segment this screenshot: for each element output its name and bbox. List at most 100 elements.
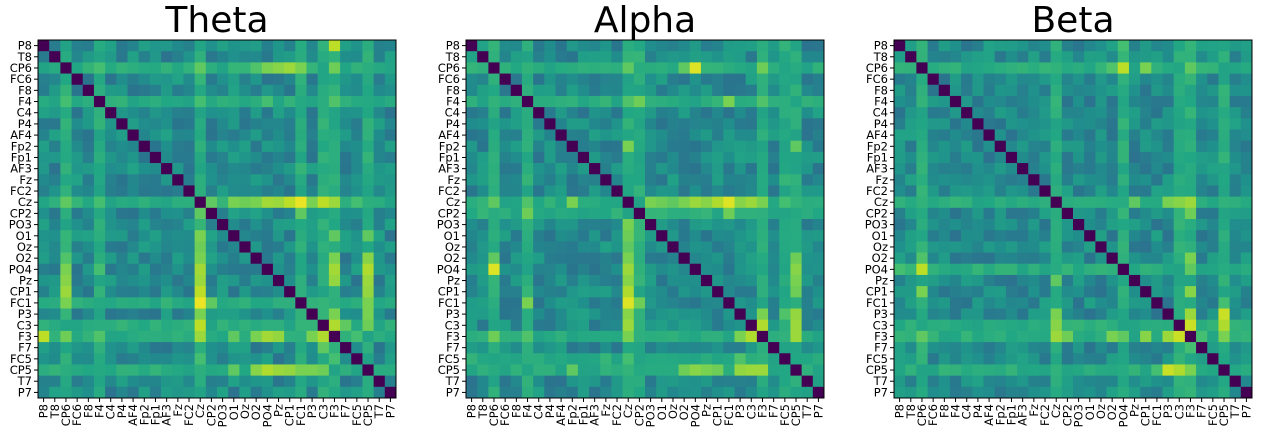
heatmap-cell xyxy=(916,95,928,108)
heatmap-cell xyxy=(217,118,229,130)
heatmap-cell xyxy=(611,375,623,388)
heatmap-cell xyxy=(272,375,285,388)
heatmap-cell xyxy=(622,163,635,175)
heatmap-cell xyxy=(555,51,568,63)
heatmap-cell xyxy=(645,342,657,354)
heatmap-cell xyxy=(295,230,307,242)
heatmap-cell xyxy=(1140,196,1152,209)
heatmap-cell xyxy=(105,51,117,63)
heatmap-cell xyxy=(972,62,984,74)
heatmap-cell xyxy=(1162,353,1175,365)
heatmap-cell xyxy=(712,230,724,242)
heatmap-cell xyxy=(633,241,646,253)
heatmap-cell xyxy=(812,107,825,119)
heatmap-cell xyxy=(93,140,106,153)
heatmap-cell xyxy=(667,330,679,343)
heatmap-cell xyxy=(1196,319,1208,332)
heatmap-cell xyxy=(521,129,534,142)
heatmap-cell xyxy=(1184,163,1197,175)
heatmap-cell xyxy=(373,118,386,130)
heatmap-cell xyxy=(239,353,251,365)
heatmap-cell xyxy=(812,140,825,153)
heatmap-cell xyxy=(949,263,962,276)
heatmap-cell xyxy=(1229,386,1242,399)
heatmap-cell xyxy=(60,286,72,298)
heatmap-cell xyxy=(1039,386,1051,399)
heatmap-cell xyxy=(373,40,386,52)
heatmap-cell xyxy=(60,386,72,399)
heatmap-cell xyxy=(667,73,679,86)
heatmap-cell xyxy=(938,252,951,265)
heatmap-cell xyxy=(812,297,825,309)
heatmap-cell xyxy=(328,219,341,231)
heatmap-cell xyxy=(1005,353,1018,365)
heatmap-cell xyxy=(1073,364,1085,376)
heatmap-cell xyxy=(700,364,713,376)
heatmap-cell xyxy=(645,51,657,63)
heatmap-cell xyxy=(373,62,386,74)
heatmap-cell xyxy=(272,174,285,186)
heatmap-cell xyxy=(105,163,117,175)
heatmap-cell xyxy=(790,51,802,63)
heatmap-cell xyxy=(1173,107,1186,119)
heatmap-cell xyxy=(1028,51,1040,63)
heatmap-cell xyxy=(577,185,590,197)
heatmap-cell xyxy=(373,241,386,253)
heatmap-cell xyxy=(362,73,374,86)
heatmap-cell xyxy=(194,274,207,287)
heatmap-cell xyxy=(577,140,590,153)
heatmap-cell xyxy=(510,73,523,86)
heatmap-cell xyxy=(261,95,274,108)
heatmap-cell xyxy=(633,364,646,376)
heatmap-cell xyxy=(510,207,523,220)
heatmap-cell xyxy=(994,364,1007,376)
heatmap-cell xyxy=(756,51,769,63)
heatmap-cell xyxy=(1117,241,1130,253)
heatmap-cell xyxy=(295,62,307,74)
heatmap-cell xyxy=(1128,219,1141,231)
heatmap-cell xyxy=(172,297,184,309)
heatmap-cell xyxy=(149,196,162,209)
heatmap-cell xyxy=(938,297,951,309)
heatmap-cell xyxy=(138,163,151,175)
x-tick-label: O2 xyxy=(677,404,691,420)
heatmap-cell xyxy=(488,308,500,321)
heatmap-cell xyxy=(678,319,691,332)
heatmap-cell xyxy=(577,353,590,365)
heatmap-cell xyxy=(38,185,50,197)
heatmap-cell xyxy=(589,219,601,231)
heatmap-cell xyxy=(183,286,195,298)
heatmap-cell xyxy=(60,241,72,253)
heatmap-cell xyxy=(983,185,996,197)
heatmap-cell xyxy=(1207,364,1219,376)
heatmap-cell xyxy=(544,40,556,52)
heatmap-cell xyxy=(712,118,724,130)
heatmap-cell xyxy=(656,319,668,332)
heatmap-cell xyxy=(82,319,95,332)
heatmap-cell xyxy=(205,107,218,119)
heatmap-cell xyxy=(983,62,996,74)
heatmap-cell xyxy=(328,51,341,63)
heatmap-cell xyxy=(1117,274,1130,287)
heatmap-cell xyxy=(577,62,590,74)
heatmap-cell xyxy=(756,297,769,309)
heatmap-cell xyxy=(768,386,780,399)
heatmap-cell xyxy=(779,151,791,164)
heatmap-cell xyxy=(916,107,928,119)
heatmap-cell xyxy=(384,174,397,186)
heatmap-cell xyxy=(116,375,128,388)
heatmap-cell xyxy=(801,140,814,153)
heatmap-cell xyxy=(510,51,523,63)
heatmap-cell xyxy=(1061,364,1074,376)
heatmap-cell xyxy=(510,274,523,287)
y-tick-label: CP5 xyxy=(438,363,460,377)
heatmap-cell xyxy=(790,107,802,119)
heatmap-cell xyxy=(1151,297,1163,309)
heatmap-cell xyxy=(961,241,973,253)
heatmap-cell xyxy=(633,151,646,164)
heatmap-cell xyxy=(93,151,106,164)
heatmap-cell xyxy=(510,342,523,354)
heatmap-cell xyxy=(577,151,590,164)
heatmap-cell xyxy=(1229,353,1242,365)
heatmap-cell xyxy=(488,274,500,287)
